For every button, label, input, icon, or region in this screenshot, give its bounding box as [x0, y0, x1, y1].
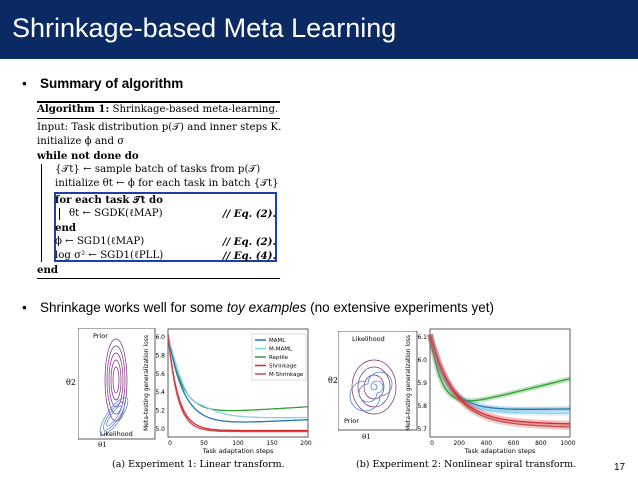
bullet-summary-label: Summary of algorithm — [40, 76, 184, 91]
algorithm-box: Algorithm 1: Shrinkage-based meta-learni… — [37, 101, 282, 279]
bullet-toy-examples: • Shrinkage works well for some toy examp… — [22, 300, 494, 315]
algo-while-bar — [41, 164, 42, 262]
right-loss-chart: 6.1 6.0 5.9 5.8 5.70 200 400 600 800 1000 Task ada… — [405, 328, 576, 455]
right-likelihood-spiral — [349, 371, 393, 412]
title-bar: Shrinkage-based Meta Learning — [0, 0, 638, 59]
left-likelihood-label: Likelihood — [100, 430, 133, 438]
left-legend-item: Shrinkage — [269, 364, 297, 370]
left-xtick: 50 — [200, 440, 208, 447]
left-legend-item: Reptile — [269, 355, 289, 361]
right-prior-contours — [351, 359, 397, 415]
right-caption: (b) Experiment 2: Nonlinear spiral trans… — [356, 459, 577, 470]
right-xlabel: Task adaptation steps — [464, 447, 536, 455]
left-ytick: 5.8 — [155, 352, 165, 359]
algo-mid-rule — [37, 118, 280, 119]
algo-line-input: Input: Task distribution p(𝒯) and inner … — [37, 122, 282, 133]
algo-eq-ref-1: // Eq. (2). — [222, 208, 276, 220]
page-number: 17 — [614, 462, 626, 473]
left-curve-maml — [167, 334, 309, 423]
left-contour-plot: Prior Likelihood θ1 — [78, 328, 156, 448]
right-theta2-label: θ2 — [328, 376, 338, 385]
left-xtick: 0 — [168, 440, 172, 447]
right-xtick: 800 — [535, 440, 547, 447]
algo-header: Algorithm 1: Shrinkage-based meta-learni… — [37, 103, 279, 115]
right-xtick: 600 — [508, 440, 520, 447]
slide-title: Shrinkage-based Meta Learning — [12, 13, 397, 43]
right-theta1-label: θ1 — [362, 433, 371, 441]
right-curve-m-shrinkage — [429, 334, 571, 428]
right-ytick: 5.7 — [417, 426, 427, 433]
right-ylabel: Meta-testing generalization loss — [405, 335, 412, 431]
left-caption: (a) Experiment 1: Linear transform. — [112, 459, 285, 470]
algo-line-for: for each task 𝒯t do — [55, 194, 163, 206]
right-curve-reptile — [429, 334, 571, 402]
bullet-dot: • — [22, 300, 27, 315]
algo-for-bar — [59, 208, 60, 220]
left-curve-m-shrinkage — [167, 334, 308, 433]
algo-eq-ref-2: // Eq. (2). — [222, 236, 276, 248]
algo-line-sgdk: θt ← SGDK(ℓMAP) — [69, 208, 163, 219]
right-ytick: 6.0 — [417, 357, 427, 364]
algo-line-phi: ϕ ← SGD1(ℓMAP) — [55, 236, 145, 247]
right-xtick: 400 — [481, 440, 493, 447]
bullet-summary: • Summary of algorithm — [22, 76, 183, 91]
algo-line-end-while: end — [37, 264, 59, 276]
left-ytick: 5.2 — [155, 408, 165, 415]
highlight-box — [54, 192, 277, 262]
left-likelihood-contours — [99, 397, 129, 435]
algo-line-sample: {𝒯t} ← sample batch of tasks from p(𝒯) — [55, 164, 261, 175]
right-ytick: 6.1 — [417, 334, 427, 341]
left-legend-item: M-Shrinkage — [269, 372, 304, 378]
left-prior-label: Prior — [93, 332, 108, 340]
left-xtick: 100 — [232, 440, 244, 447]
left-curve-m-maml — [167, 334, 308, 419]
left-ytick: 5.6 — [155, 371, 165, 378]
right-ytick: 5.9 — [417, 380, 427, 387]
left-xtick: 200 — [300, 440, 312, 447]
algo-eq-ref-3: // Eq. (4). — [222, 250, 276, 262]
right-likelihood-label: Likelihood — [352, 335, 385, 343]
left-ytick: 5.0 — [155, 426, 165, 433]
right-curve-shrinkage — [429, 334, 570, 425]
right-xtick: 200 — [453, 440, 465, 447]
left-curve-shrinkage — [167, 334, 308, 432]
left-ytick: 5.4 — [155, 389, 165, 396]
left-xlabel: Task adaptation steps — [202, 447, 274, 455]
bullet-dot: • — [22, 76, 27, 91]
right-prior-label: Prior — [344, 417, 359, 425]
right-ytick: 5.8 — [417, 403, 427, 410]
algo-line-init-theta: initialize θt ← ϕ for each task in batch… — [55, 178, 279, 189]
right-spiral-plot: Likelihood Prior θ1 — [338, 331, 418, 441]
left-ytick: 6.0 — [155, 334, 165, 341]
algo-line-logsigma: log σ² ← SGD1(ℓPLL) — [55, 250, 164, 261]
left-xtick: 150 — [266, 440, 278, 447]
right-xtick: 1000 — [560, 440, 575, 447]
algo-line-init: initialize ϕ and σ — [37, 136, 125, 147]
algo-bottom-rule — [37, 278, 280, 279]
left-legend-item: MAML — [269, 338, 286, 344]
algo-line-while: while not done do — [37, 150, 139, 162]
left-theta2-label: θ2 — [66, 378, 76, 387]
algo-line-end-for: end — [55, 222, 77, 234]
left-ylabel: Meta-testing generalization loss — [143, 335, 150, 431]
left-legend-item: M-MAML — [269, 347, 293, 353]
left-prior-contours — [104, 338, 128, 422]
right-xtick: 0 — [430, 440, 434, 447]
algo-top-rule — [37, 101, 280, 103]
left-theta1-label: θ1 — [98, 441, 107, 448]
left-loss-chart: 6.0 5.8 5.6 5.4 5.2 5.00 50 100 150 200 Task adapt… — [143, 328, 312, 455]
